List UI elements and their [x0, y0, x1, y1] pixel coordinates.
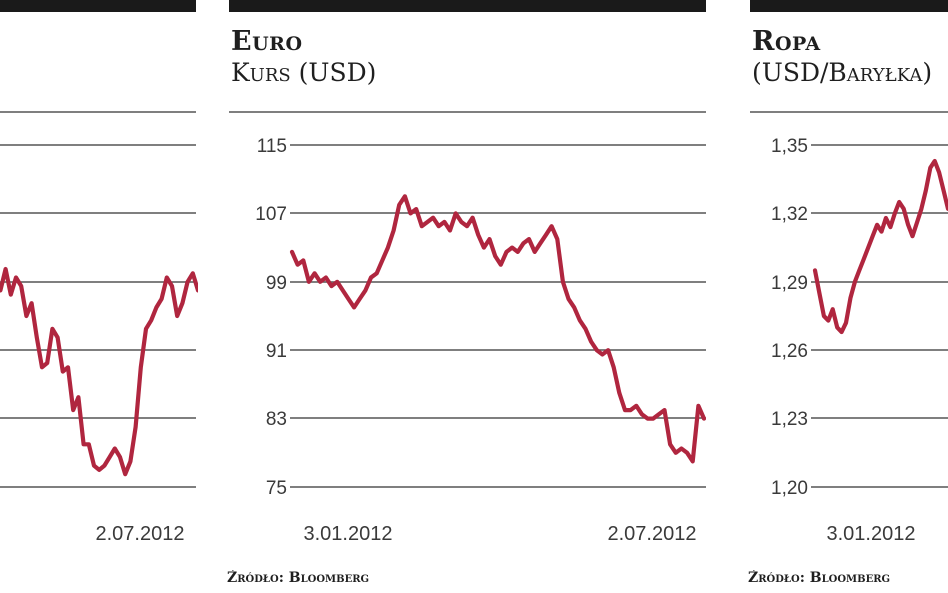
y-tick-label: 83	[266, 409, 287, 430]
chart-1-header-bar	[0, 0, 196, 12]
y-tick-label: 1,29	[771, 273, 808, 294]
y-tick-label: 1,35	[771, 136, 808, 157]
chart-2: 115 107 99 91 83 75 3.01.2012 2.07.2012	[229, 111, 706, 545]
chart-2-series-line	[289, 194, 706, 464]
chart-2-title: Euro	[231, 27, 303, 57]
chart-1-series-line	[0, 266, 198, 477]
y-tick-label: 107	[255, 204, 287, 225]
chart-3-source: Źródło: Bloomberg	[748, 570, 891, 586]
y-tick-label: 1,32	[771, 204, 808, 225]
x-tick-label: 2.07.2012	[96, 523, 185, 545]
chart-3-header-bar	[750, 0, 948, 12]
x-tick-label: 3.01.2012	[827, 523, 916, 545]
chart-3-title: Ropa	[752, 27, 821, 57]
y-tick-label: 99	[266, 273, 287, 294]
chart-2-header-bar	[229, 0, 706, 12]
y-tick-label: 75	[266, 478, 287, 499]
chart-2-source: Źródło: Bloomberg	[227, 570, 370, 586]
chart-3: 1,35 1,32 1,29 1,26 1,23 1,20 3.01.2012	[750, 111, 948, 545]
x-tick-label: 2.07.2012	[608, 523, 697, 545]
y-tick-label: 1,20	[771, 478, 808, 499]
chart-2-subtitle: Kurs (USD)	[231, 59, 377, 87]
chart-3-series-line	[812, 158, 948, 335]
y-tick-label: 1,23	[771, 409, 808, 430]
x-tick-label: 3.01.2012	[304, 523, 393, 545]
chart-1: 2.07.2012	[0, 111, 198, 545]
y-tick-label: 115	[257, 136, 287, 157]
y-tick-label: 1,26	[771, 341, 808, 362]
y-tick-label: 91	[266, 341, 287, 362]
chart-3-subtitle: (USD/Baryłka)	[752, 59, 933, 87]
